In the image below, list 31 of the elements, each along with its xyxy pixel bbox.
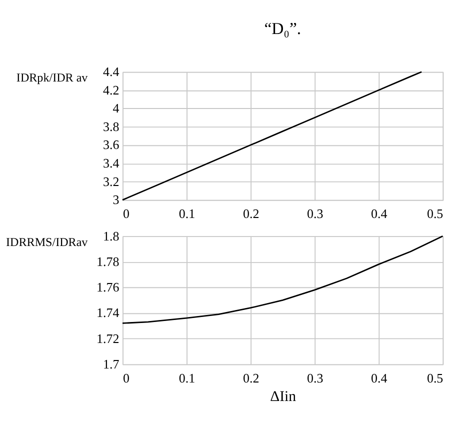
y-tick-label: 1.8 <box>103 228 120 244</box>
x-tick-label: 0.5 <box>426 206 444 222</box>
y-tick-label: 1.7 <box>103 356 120 372</box>
x-tick-label: 0.3 <box>306 206 324 222</box>
x-tick-label: 0.2 <box>242 206 260 222</box>
y-tick-label: 3 <box>112 192 120 208</box>
y-tick-label: 1.72 <box>96 330 120 346</box>
y-tick-label: 3.2 <box>103 174 120 189</box>
x-tick-label: 0.1 <box>178 206 196 222</box>
y-tick-label: 1.76 <box>96 280 120 295</box>
y-tick-label: 1.74 <box>96 305 120 320</box>
y-axis-title: IDRpk/IDR av <box>16 70 89 85</box>
y-tick-label: 3.6 <box>103 137 120 152</box>
y-tick-label: 3.8 <box>103 118 120 134</box>
x-tick-label: 0.4 <box>371 206 388 222</box>
chart-title: “D₀”. <box>264 18 302 38</box>
x-tick-label: 0.4 <box>371 370 388 386</box>
y-tick-label: 4.2 <box>103 82 120 98</box>
x-axis-title: ΔIin <box>270 388 297 405</box>
y-tick-label: 4 <box>112 100 120 116</box>
x-tick-label: 0.2 <box>242 370 260 386</box>
x-tick-label: 0.5 <box>426 370 444 386</box>
y-tick-label: 4.4 <box>103 64 120 80</box>
x-tick-label: 0.3 <box>306 370 324 386</box>
x-tick-label: 0.1 <box>178 370 196 386</box>
x-tick-label: 0 <box>122 206 130 222</box>
line-series <box>122 71 422 201</box>
y-tick-label: 1.78 <box>96 254 120 269</box>
y-tick-label: 3.4 <box>103 156 120 171</box>
y-axis-title: IDRRMS/IDRav <box>6 234 89 249</box>
x-tick-label: 0 <box>122 370 130 386</box>
